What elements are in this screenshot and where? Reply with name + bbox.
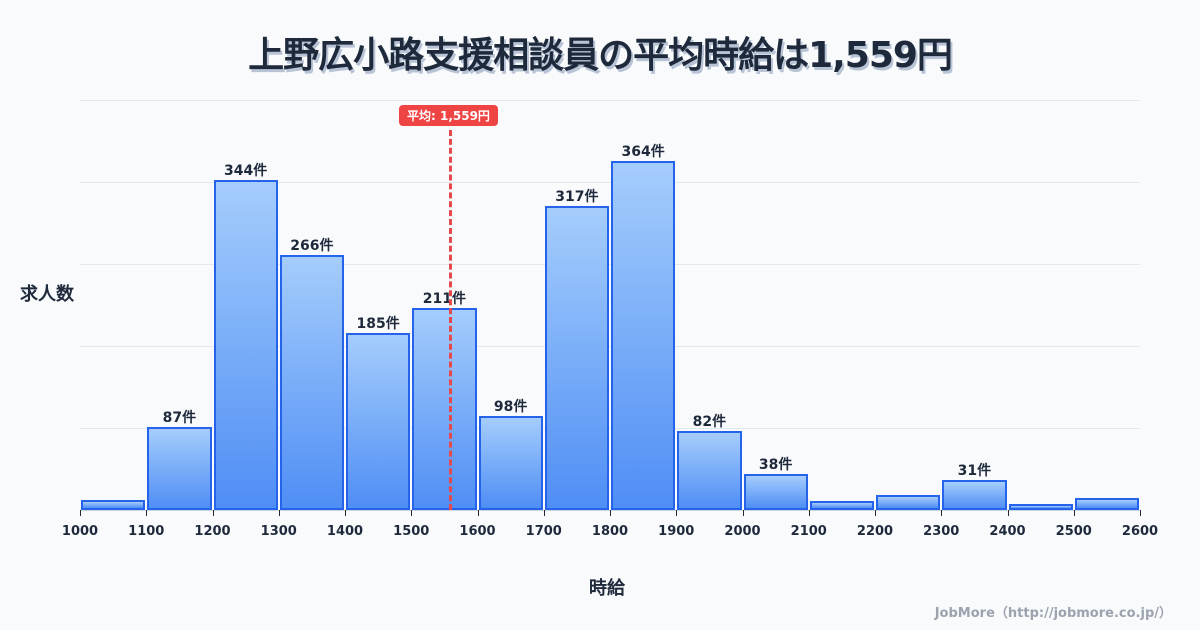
- x-tick: [278, 510, 280, 516]
- histogram-bar: [412, 307, 477, 510]
- bar-value-label: 38件: [758, 456, 793, 473]
- x-tick: [676, 510, 678, 516]
- histogram-bar: [346, 332, 411, 510]
- histogram-bar: [544, 206, 609, 510]
- bar-value-label: 185件: [356, 315, 400, 332]
- x-tick-label: 1200: [194, 524, 231, 539]
- x-tick-label: 1800: [591, 524, 629, 539]
- histogram-bar: [81, 500, 146, 510]
- x-tick: [345, 510, 346, 516]
- histogram-bar: [942, 480, 1007, 510]
- plot-area: 87件 344件 266件 185件 211件 98件 317件 364件 82件 38件 31件: [80, 100, 1140, 510]
- histogram-bar: [1008, 504, 1073, 510]
- histogram-bar: [147, 426, 212, 510]
- mean-line: [449, 130, 453, 510]
- histogram-bar: [876, 494, 941, 510]
- x-tick: [543, 510, 545, 516]
- bar-value-label: 266件: [290, 237, 334, 254]
- bar-value-label: 211件: [422, 290, 466, 307]
- histogram-bar: [1074, 497, 1139, 510]
- x-tick-label: 2300: [923, 524, 960, 539]
- x-tick-label: 2000: [724, 524, 761, 539]
- credit-text: JobMore（http://jobmore.co.jp/）: [934, 606, 1172, 621]
- histogram-bar: [611, 160, 676, 510]
- x-tick-label: 1700: [525, 524, 562, 539]
- histogram-bar: [677, 431, 742, 510]
- bar-value-label: 344件: [224, 163, 268, 180]
- histogram-bar: [743, 473, 808, 510]
- bar-value-label: 82件: [692, 414, 727, 431]
- bar-value-label: 98件: [493, 399, 528, 416]
- x-tick: [146, 510, 148, 516]
- gridline: [80, 182, 1140, 183]
- x-tick-label: 2500: [1055, 524, 1092, 539]
- chart-title: 上野広小路支援相談員の平均時給は1,559円: [248, 35, 953, 76]
- x-tick: [742, 510, 744, 516]
- x-tick-label: 1300: [260, 524, 297, 539]
- x-tick-label: 2200: [856, 524, 894, 539]
- histogram-bar: [279, 254, 344, 510]
- gridline: [80, 346, 1140, 347]
- bar-value-label: 87件: [162, 409, 197, 426]
- x-tick: [212, 510, 214, 516]
- x-tick-label: 2400: [989, 524, 1026, 539]
- x-tick: [1140, 510, 1141, 516]
- x-tick: [610, 510, 611, 516]
- y-axis-label: 求人数: [20, 284, 74, 305]
- x-tick: [808, 510, 810, 516]
- x-tick-label: 1000: [61, 524, 99, 539]
- x-axis-label: 時給: [589, 578, 625, 599]
- histogram-bar: [809, 501, 874, 510]
- bar-value-label: 317件: [555, 188, 599, 205]
- x-tick: [477, 510, 479, 516]
- gridline: [80, 264, 1140, 265]
- x-tick: [411, 510, 413, 516]
- x-tick-label: 1900: [658, 524, 695, 539]
- x-tick-label: 1400: [326, 524, 364, 539]
- x-tick: [1007, 510, 1009, 516]
- x-tick: [80, 510, 81, 516]
- gridline: [80, 100, 1140, 101]
- x-tick-label: 2600: [1121, 524, 1159, 539]
- bar-value-label: 31件: [957, 463, 992, 480]
- gridline: [80, 428, 1140, 429]
- x-tick: [941, 510, 943, 516]
- bar-value-label: 364件: [621, 143, 665, 160]
- x-tick-label: 2100: [790, 524, 827, 539]
- histogram-bar: [478, 416, 543, 510]
- x-tick: [1073, 510, 1075, 516]
- x-tick-label: 1600: [459, 524, 496, 539]
- x-tick-label: 1100: [128, 524, 165, 539]
- x-tick: [875, 510, 876, 516]
- histogram-bar: [213, 180, 278, 510]
- x-tick-label: 1500: [393, 524, 430, 539]
- mean-badge: 平均: 1,559円: [399, 105, 498, 126]
